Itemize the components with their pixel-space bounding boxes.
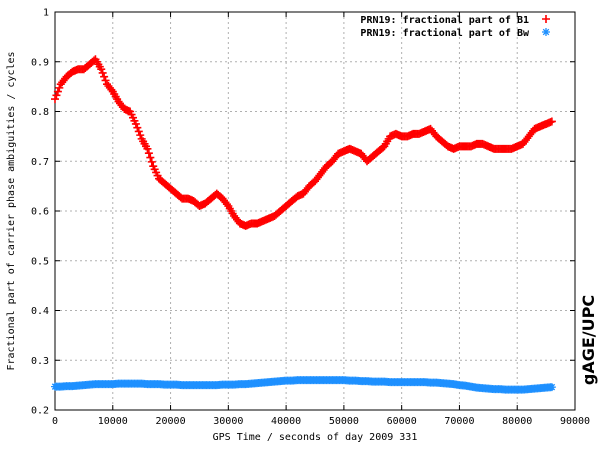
x-tick-label: 60000 [387,416,417,427]
data-series [51,55,556,394]
watermark-label: gAGE/UPC [579,295,598,385]
y-tick-label: 0.7 [31,157,49,168]
legend-label-bw: PRN19: fractional part of Bw [360,27,530,39]
x-tick-label: 80000 [502,416,532,427]
y-tick-label: 0.4 [31,306,49,317]
data-point [146,153,155,162]
legend-label-b1: PRN19: fractional part of B1 [360,14,529,26]
y-axis-label: Fractional part of carrier phase ambigui… [6,51,17,370]
series-bw [51,376,556,394]
data-point [131,119,140,128]
y-tick-label: 1 [43,8,49,19]
data-point [143,144,152,153]
series-b1 [51,55,556,230]
x-tick-label: 90000 [560,416,590,427]
data-point [101,76,110,85]
x-tick-label: 30000 [213,416,243,427]
y-tick-label: 0.8 [31,107,49,118]
x-tick-label: 10000 [98,416,128,427]
y-tick-label: 0.2 [31,406,49,417]
y-tick-label: 0.9 [31,57,49,68]
data-point [51,95,59,104]
data-point [147,157,156,166]
x-tick-label: 40000 [271,416,301,427]
x-axis-label: GPS Time / seconds of day 2009 331 [213,432,418,443]
data-point [547,117,556,126]
data-point [107,85,116,94]
data-point [542,28,550,36]
data-point [53,87,62,96]
data-point [98,68,107,77]
data-point [100,72,109,81]
legend-marker-b1 [542,15,550,23]
data-point [144,149,153,158]
data-point [542,15,550,23]
y-tick-label: 0.6 [31,207,49,218]
x-tick-label: 70000 [444,416,474,427]
data-point [136,131,145,140]
x-tick-label: 20000 [156,416,186,427]
y-tick-label: 0.5 [31,256,49,267]
grid [55,12,575,410]
x-tick-label: 50000 [329,416,359,427]
data-point [97,65,106,74]
data-point [222,200,231,209]
data-point [52,91,61,100]
legend: PRN19: fractional part of B1 PRN19: frac… [360,14,550,39]
data-point [134,127,143,136]
data-point [133,123,142,132]
y-tick-label: 0.3 [31,356,49,367]
data-point [547,383,556,392]
axis-ticks: 0 10000 20000 30000 40000 50000 60000 70000 8000… [31,8,590,428]
legend-marker-bw [542,28,550,36]
x-tick-label: 0 [52,416,58,427]
data-point [55,83,64,92]
